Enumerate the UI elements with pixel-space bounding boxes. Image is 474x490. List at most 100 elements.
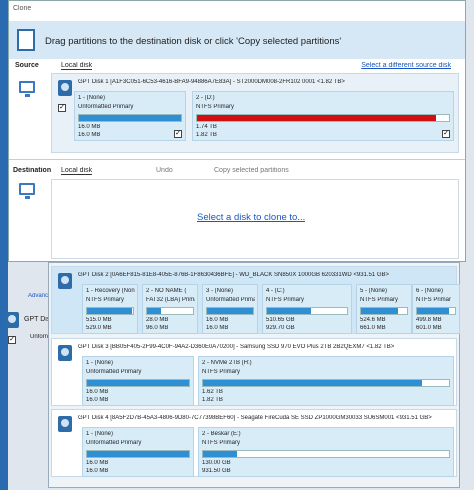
destination-monitor [19,183,35,199]
partition[interactable]: 2 - NO NAME (FAT32 (LBA) Primary 28.0 MB 9… [142,284,198,334]
disk-icon [58,273,72,289]
usage-fill [417,308,449,314]
select-disk-link[interactable]: Select a disk to clone to... [197,212,306,223]
partition-used: 510.65 GB [266,317,295,323]
partition-used: 524.6 MB [360,317,386,323]
partition-total: 16.0 MB [78,132,101,138]
usage-bar [206,307,254,315]
partition[interactable]: 1 - (None) Unformatted Primary 16.0 MB 16.0… [82,356,194,406]
clone-icon [17,29,35,51]
bg-unformatted: Unforn [30,334,49,340]
partition[interactable]: 1 - (None) Unformatted Primary 16.0 MB 16.0… [82,427,194,477]
partition-total: 96.0 MB [146,325,169,331]
partition[interactable]: 3 - (None) Unformatted Primar 16.0 MB 16.0 … [202,284,258,334]
partition-name: 2 - NO NAME ( [146,288,187,294]
undo-button[interactable]: Undo [156,167,173,174]
usage-fill [203,451,238,457]
partition-type: FAT32 (LBA) Primary [146,297,195,303]
partition-name: 2 - (D:) [196,95,215,101]
partition[interactable]: 1 - Recovery (Non NTFS Primary 515.0 MB 529… [82,284,138,334]
usage-fill [197,115,437,121]
partition-checkbox[interactable]: ✓ [174,130,182,138]
partition-name: 3 - (None) [206,288,234,294]
source-label: Source [15,62,39,69]
disk-header: GPT Disk 3 [BB05F405-2F99-4C0F-94A2-D360… [78,344,395,350]
partition-name: 4 - (C:) [266,288,285,294]
destination-tab[interactable]: Local disk [61,167,93,175]
usage-bar [86,450,190,458]
partition-total: 661.0 MB [360,325,386,331]
bg-disk-icon [5,312,19,328]
disk-row[interactable]: GPT Disk 4 [8A5F2D7B-45A3-4806-9D80-7C77… [51,409,457,477]
source-tab[interactable]: Local disk [61,62,93,70]
bg-checkbox: ✓ [8,336,16,344]
partition-total: 929.70 GB [266,325,295,331]
partition[interactable]: 4 - (C:) NTFS Primary 510.65 GB 929.70 GB [262,284,352,334]
partition-name: 1 - (None) [86,431,114,437]
usage-bar [196,114,450,122]
usage-bar [86,307,134,315]
partition-total: 16.0 MB [86,397,109,403]
disk-icon [58,345,72,361]
bg-disk: GPT Disk [24,316,54,323]
source-link[interactable]: Select a different source disk [361,62,451,69]
usage-fill [87,380,189,386]
partition-checkbox[interactable]: ✓ [442,130,450,138]
partition[interactable]: 2 - Beskar (E:) NTFS Primary 130.00 GB 931.… [198,427,454,477]
disk-icon [58,80,72,96]
dialog: Clone Drag partitions to the destination… [8,0,466,262]
source-monitor [19,81,35,97]
usage-bar [78,114,182,122]
partition-name: 5 - (None) [360,288,388,294]
partition-type: NTFS Primary [202,369,240,375]
bg-advanced[interactable]: Advanc [28,293,49,299]
usage-bar [360,307,408,315]
disk-row[interactable]: GPT Disk 3 [BB05F405-2F99-4C0F-94A2-D360… [51,338,457,406]
partition-type: Unformatted Primary [86,440,142,446]
partition-used: 16.0 MB [86,389,109,395]
copy-button[interactable]: Copy selected partitions [214,167,289,174]
usage-bar [146,307,194,315]
disk-header: GPT Disk 4 [8A5F2D7B-45A3-4806-9D80-7C77… [78,415,432,421]
partition[interactable]: 1 - (None) Unformatted Primary 16.0 MB 16.0… [74,91,186,141]
partition-total: 529.0 MB [86,325,112,331]
partition-total: 16.0 MB [86,468,109,474]
instruction-bar [9,21,465,59]
partition[interactable]: 2 - (D:) NTFS Primary 1.74 TB 1.82 TB ✓ [192,91,454,141]
partition-total: 1.82 TB [202,397,223,403]
destination-panel [51,179,459,259]
partition-used: 16.0 MB [86,460,109,466]
disk-header: GPT Disk 1 [A1F3C051-6C53-4616-BFA9-9488… [78,79,345,85]
partition-name: 1 - (None) [78,95,106,101]
usage-fill [87,451,189,457]
partition[interactable]: 6 - (None) NTFS Primar 499.8 MB 601.0 MB [412,284,460,334]
partition-used: 16.0 MB [206,317,229,323]
partition-type: Unformatted Primary [78,104,134,110]
usage-fill [87,308,132,314]
source-disk: ✓ GPT Disk 1 [A1F3C051-6C53-4616-BFA9-948… [51,73,459,153]
partition-name: 2 - Beskar (E:) [202,431,241,437]
partition-name: 2 - NVMe 2TB (H:) [202,360,252,366]
partition[interactable]: 2 - NVMe 2TB (H:) NTFS Primary 1.62 TB 1.82… [198,356,454,406]
partition-type: NTFS Primary [202,440,240,446]
destination-label: Destination [13,167,52,174]
partition-type: NTFS Primary [86,297,124,303]
disk-checkbox[interactable]: ✓ [58,104,66,112]
partition[interactable]: 5 - (None) NTFS Primary 524.6 MB 661.0 MB [356,284,412,334]
partition-name: 6 - (None) [416,288,444,294]
partition-used: 1.62 TB [202,389,223,395]
partition-type: Unformatted Primary [86,369,142,375]
disk-header: GPT Disk 2 [0A6EF815-81E8-405E-876B-1F86… [78,272,390,278]
partition-type: Unformatted Primar [206,297,255,303]
usage-fill [147,308,161,314]
usage-fill [361,308,398,314]
partition-type: NTFS Primary [360,297,398,303]
usage-bar [416,307,456,315]
usage-fill [207,308,253,314]
usage-fill [203,380,422,386]
disk-row[interactable]: GPT Disk 2 [0A6EF815-81E8-405E-876B-1F86… [51,266,460,334]
instruction: Drag partitions to the destination disk … [45,36,342,47]
partition-used: 499.8 MB [416,317,442,323]
usage-bar [86,379,190,387]
